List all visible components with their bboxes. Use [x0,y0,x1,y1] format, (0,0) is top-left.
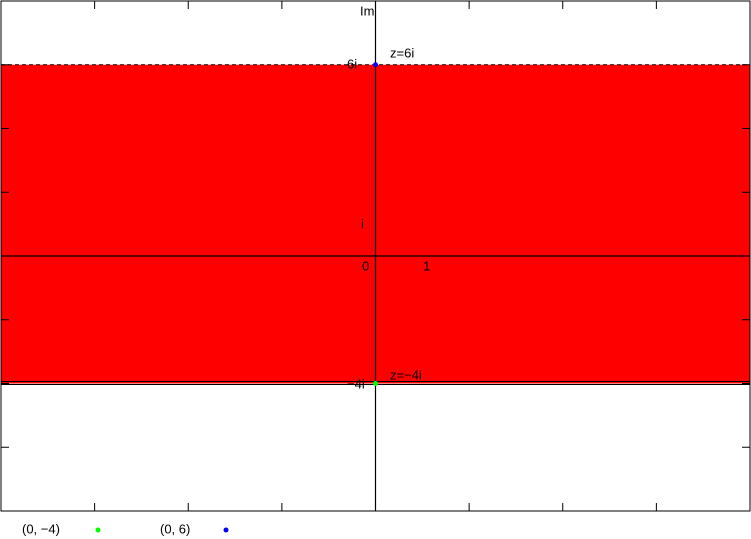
point [373,62,378,68]
annotation: 6i [347,56,357,71]
y-axis-label: Im [360,3,374,18]
annotation: 0 [362,258,369,273]
annotation: i [361,216,364,231]
legend-label: (0, −4) [22,521,60,536]
annotation: z=−4i [390,367,422,382]
annotation: 1 [423,258,430,273]
legend-marker [95,527,101,533]
point [373,381,378,386]
legend-marker [223,527,229,533]
annotation: −4i [347,376,365,391]
legend-label: (0, 6) [160,521,190,536]
annotation: z=6i [390,45,414,60]
